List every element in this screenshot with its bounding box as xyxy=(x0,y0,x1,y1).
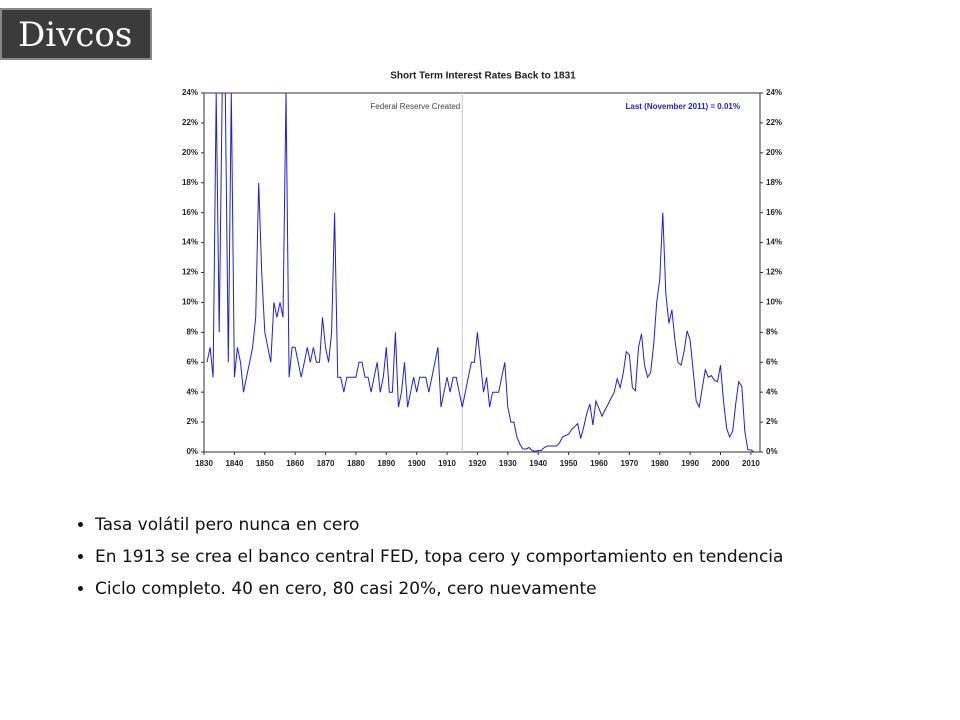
annotation: Federal Reserve Created xyxy=(370,102,460,111)
y-tick-label: 18% xyxy=(182,178,198,187)
y2-tick-label: 18% xyxy=(766,178,782,187)
x-tick-label: 1930 xyxy=(499,459,517,468)
y2-tick-label: 14% xyxy=(766,238,782,247)
chart: Short Term Interest Rates Back to 1831 0… xyxy=(160,68,783,472)
x-tick-label: 1950 xyxy=(560,459,578,468)
y-tick-label: 20% xyxy=(182,148,198,157)
x-tick-label: 1980 xyxy=(651,459,669,468)
x-tick-label: 1900 xyxy=(408,459,426,468)
bullet: Tasa volátil pero nunca en cero xyxy=(95,515,783,535)
y-tick-label: 12% xyxy=(182,268,198,277)
x-tick-label: 1920 xyxy=(469,459,487,468)
y2-tick-label: 16% xyxy=(766,208,782,217)
bullet-list: Tasa volátil pero nunca en cero En 1913 … xyxy=(70,515,783,611)
x-tick-label: 1890 xyxy=(377,459,395,468)
x-tick-label: 1870 xyxy=(317,459,335,468)
x-tick-label: 1840 xyxy=(225,459,243,468)
bullet: En 1913 se crea el banco central FED, to… xyxy=(95,547,783,567)
x-tick-label: 1940 xyxy=(529,459,547,468)
x-tick-label: 1880 xyxy=(347,459,365,468)
x-tick-label: 1990 xyxy=(681,459,699,468)
y-tick-label: 6% xyxy=(186,357,198,366)
y-tick-label: 0% xyxy=(186,447,198,456)
y2-tick-label: 10% xyxy=(766,298,782,307)
chart-title: Short Term Interest Rates Back to 1831 xyxy=(390,71,576,82)
y-tick-label: 16% xyxy=(182,208,198,217)
x-tick-label: 2010 xyxy=(742,459,760,468)
y-tick-label: 8% xyxy=(186,327,198,336)
bullet: Ciclo completo. 40 en cero, 80 casi 20%,… xyxy=(95,579,783,599)
y-tick-label: 10% xyxy=(182,298,198,307)
x-tick-label: 1970 xyxy=(620,459,638,468)
x-tick-label: 1960 xyxy=(590,459,608,468)
logo: Divcos xyxy=(0,8,152,60)
x-tick-label: 1850 xyxy=(256,459,274,468)
chart-background xyxy=(160,68,768,472)
y-tick-label: 24% xyxy=(182,88,198,97)
y2-tick-label: 6% xyxy=(766,357,778,366)
x-tick-label: 2000 xyxy=(712,459,730,468)
line-series xyxy=(206,92,755,453)
y-tick-label: 2% xyxy=(186,417,198,426)
y-tick-label: 14% xyxy=(182,238,198,247)
y2-tick-label: 22% xyxy=(766,118,782,127)
x-tick-label: 1860 xyxy=(286,459,304,468)
x-tick-label: 1830 xyxy=(195,459,213,468)
y2-tick-label: 2% xyxy=(766,417,778,426)
y2-tick-label: 20% xyxy=(766,148,782,157)
y2-tick-label: 12% xyxy=(766,268,782,277)
x-tick-label: 1910 xyxy=(438,459,456,468)
y2-tick-label: 4% xyxy=(766,387,778,396)
y2-tick-label: 0% xyxy=(766,447,778,456)
y-tick-label: 22% xyxy=(182,118,198,127)
annotation: Last (November 2011) = 0.01% xyxy=(625,102,740,111)
y-tick-label: 4% xyxy=(186,387,198,396)
y2-tick-label: 8% xyxy=(766,327,778,336)
y2-tick-label: 24% xyxy=(766,88,782,97)
